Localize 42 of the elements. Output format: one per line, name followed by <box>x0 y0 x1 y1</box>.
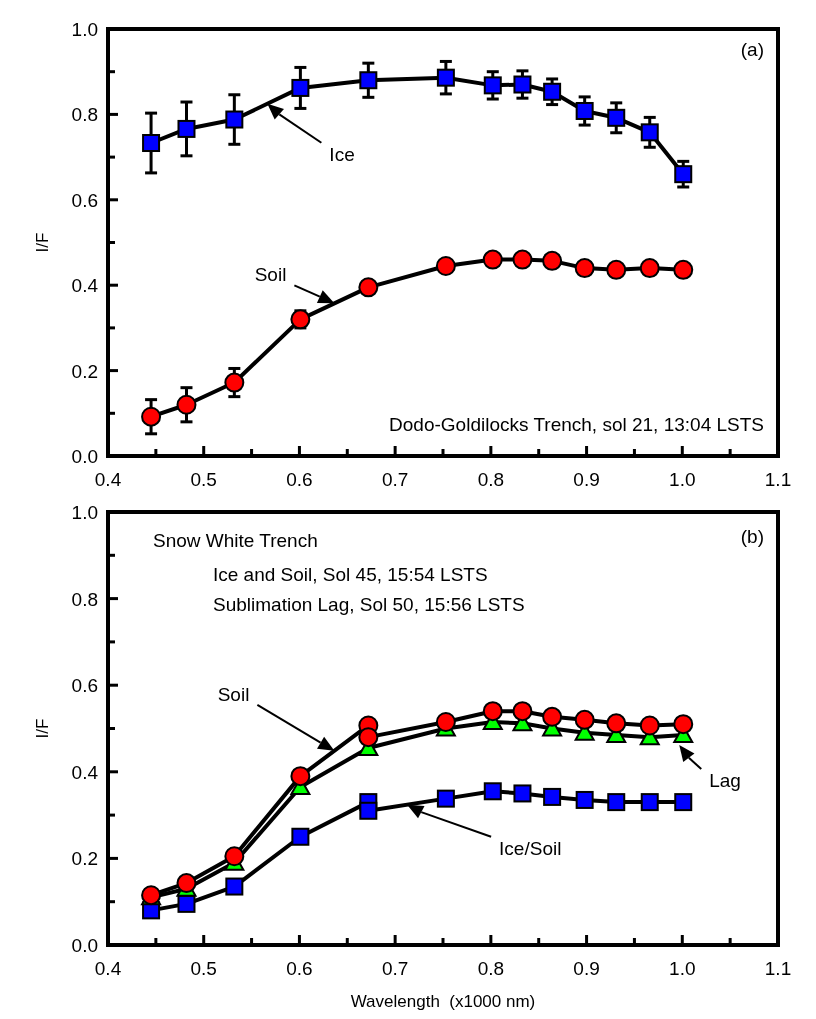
y-tick-label: 0.4 <box>71 761 99 783</box>
y-axis-title: I/F <box>33 232 52 253</box>
annotation: (b) <box>740 526 764 547</box>
series-label: Ice/Soil <box>499 837 562 859</box>
x-tick-label: 0.6 <box>286 958 313 979</box>
y-tick-label: 0.6 <box>71 675 98 697</box>
annotation: Sublimation Lag, Sol 50, 15:56 LSTS <box>213 594 525 615</box>
x-tick-label: 0.5 <box>190 469 217 490</box>
y-tick-label: 0.6 <box>71 189 98 211</box>
annotation: (a) <box>740 39 764 60</box>
y-tick-label: 1.0 <box>71 502 98 523</box>
legend-label: Lag <box>709 769 741 791</box>
y-tick-label: 0.4 <box>71 275 99 297</box>
series-label: Soil <box>254 264 287 286</box>
x-tick-label: 0.8 <box>477 958 505 979</box>
x-tick-label: 0.9 <box>573 469 600 490</box>
annotation: Snow White Trench <box>153 530 318 551</box>
y-tick-label: 0.0 <box>71 446 98 467</box>
x-tick-label: 0.5 <box>190 958 217 979</box>
annotation: Ice and Soil, Sol 45, 15:54 LSTS <box>213 564 488 585</box>
x-tick-label: 0.7 <box>381 958 409 979</box>
y-tick-label: 0.8 <box>71 588 98 610</box>
x-tick-label: 0.8 <box>477 469 505 490</box>
x-tick-label: 0.4 <box>94 958 122 979</box>
x-tick-label: 1.0 <box>669 958 696 979</box>
x-axis-title: Wavelength (x1000 nm) <box>350 992 536 1011</box>
y-tick-label: 0.8 <box>71 104 98 126</box>
y-tick-label: 0.2 <box>71 848 98 870</box>
y-axis-title: I/F <box>33 718 52 739</box>
text: Soil <box>217 683 250 705</box>
x-tick-label: 1.1 <box>764 958 792 979</box>
y-tick-label: 0.2 <box>71 360 98 382</box>
x-tick-label: 0.7 <box>381 469 409 490</box>
x-tick-label: 0.9 <box>573 958 600 979</box>
annotation: Dodo-Goldilocks Trench, sol 21, 13:04 LSTS <box>389 414 764 435</box>
x-tick-label: 1.0 <box>669 469 696 490</box>
x-tick-label: 1.1 <box>764 469 792 490</box>
y-tick-label: 1.0 <box>71 19 98 40</box>
text: Ice <box>329 143 355 165</box>
x-tick-label: 0.6 <box>286 469 313 490</box>
y-tick-label: 0.0 <box>71 935 98 956</box>
x-tick-label: 0.4 <box>94 469 122 490</box>
